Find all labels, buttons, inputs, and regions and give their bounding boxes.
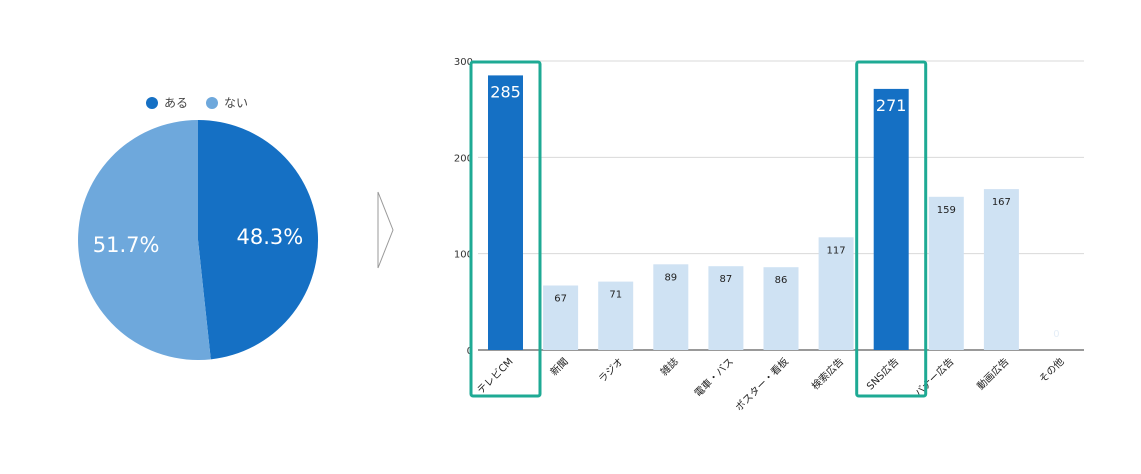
y-tick-label: 100 xyxy=(454,250,473,261)
arrow-right-icon xyxy=(377,191,394,269)
x-tick-label: バナー広告 xyxy=(912,355,957,400)
bar xyxy=(543,285,579,350)
bar-value-label: 71 xyxy=(609,290,622,301)
bar-value-label: 167 xyxy=(992,197,1011,208)
bar-value-label: 89 xyxy=(664,272,677,283)
bar xyxy=(928,196,964,350)
pie-slice xyxy=(78,120,211,360)
pie-slice xyxy=(198,119,319,360)
bar xyxy=(983,189,1019,350)
legend-swatch xyxy=(206,97,218,109)
legend-swatch xyxy=(146,97,158,109)
y-tick-label: 300 xyxy=(454,57,473,68)
bar xyxy=(598,281,634,350)
x-tick-label: ラジオ xyxy=(596,356,626,386)
bar-series xyxy=(488,75,1019,351)
pie-slices xyxy=(78,119,319,360)
bar-value-label: 271 xyxy=(876,96,907,115)
pie-chart: ある ない 48.3% 51.7% xyxy=(78,96,319,360)
bar-value-label: 159 xyxy=(937,205,956,216)
highlight-frames xyxy=(469,60,928,398)
legend-label: ある xyxy=(164,96,188,110)
bar-value-label: 117 xyxy=(827,245,846,256)
bar xyxy=(708,266,744,350)
bar-value-label: 0 xyxy=(1053,329,1059,340)
x-tick-label: 新聞 xyxy=(547,355,570,378)
pie-labels: 48.3% 51.7% xyxy=(93,225,304,257)
bar xyxy=(873,88,909,351)
pie-slice-label: 48.3% xyxy=(237,225,304,249)
bar xyxy=(818,237,854,350)
bar-value-label: 285 xyxy=(490,82,521,101)
bar-chart: 0 100 200 300 285 67 71 89 87 86 117 271 159 167 0 テレ… xyxy=(454,57,1084,414)
x-tick-label: 検索広告 xyxy=(809,355,846,392)
bar xyxy=(488,75,523,351)
pie-slice-label: 51.7% xyxy=(93,233,160,257)
legend-label: ない xyxy=(224,96,248,110)
highlight-frame xyxy=(469,60,542,398)
x-tick-label: その他 xyxy=(1036,355,1066,385)
x-tick-label: 電車・バス xyxy=(691,355,736,400)
x-tick-label: 雑誌 xyxy=(658,355,681,378)
bar xyxy=(653,264,689,350)
bar-value-label: 86 xyxy=(775,275,788,286)
x-tick-label: 動画広告 xyxy=(974,355,1011,392)
pie-legend: ある ない xyxy=(146,96,248,110)
bar-data-labels: 285 67 71 89 87 86 117 271 159 167 0 xyxy=(490,82,1059,340)
highlight-frame xyxy=(855,60,928,398)
bar xyxy=(763,267,799,350)
x-tick-label: SNS広告 xyxy=(864,355,902,393)
bar-value-label: 67 xyxy=(554,293,567,304)
x-tick-label: ポスター・看板 xyxy=(732,355,791,414)
bar-value-label: 87 xyxy=(720,274,733,285)
y-tick-label: 200 xyxy=(454,153,473,164)
x-tick-label: テレビCM xyxy=(475,356,516,397)
